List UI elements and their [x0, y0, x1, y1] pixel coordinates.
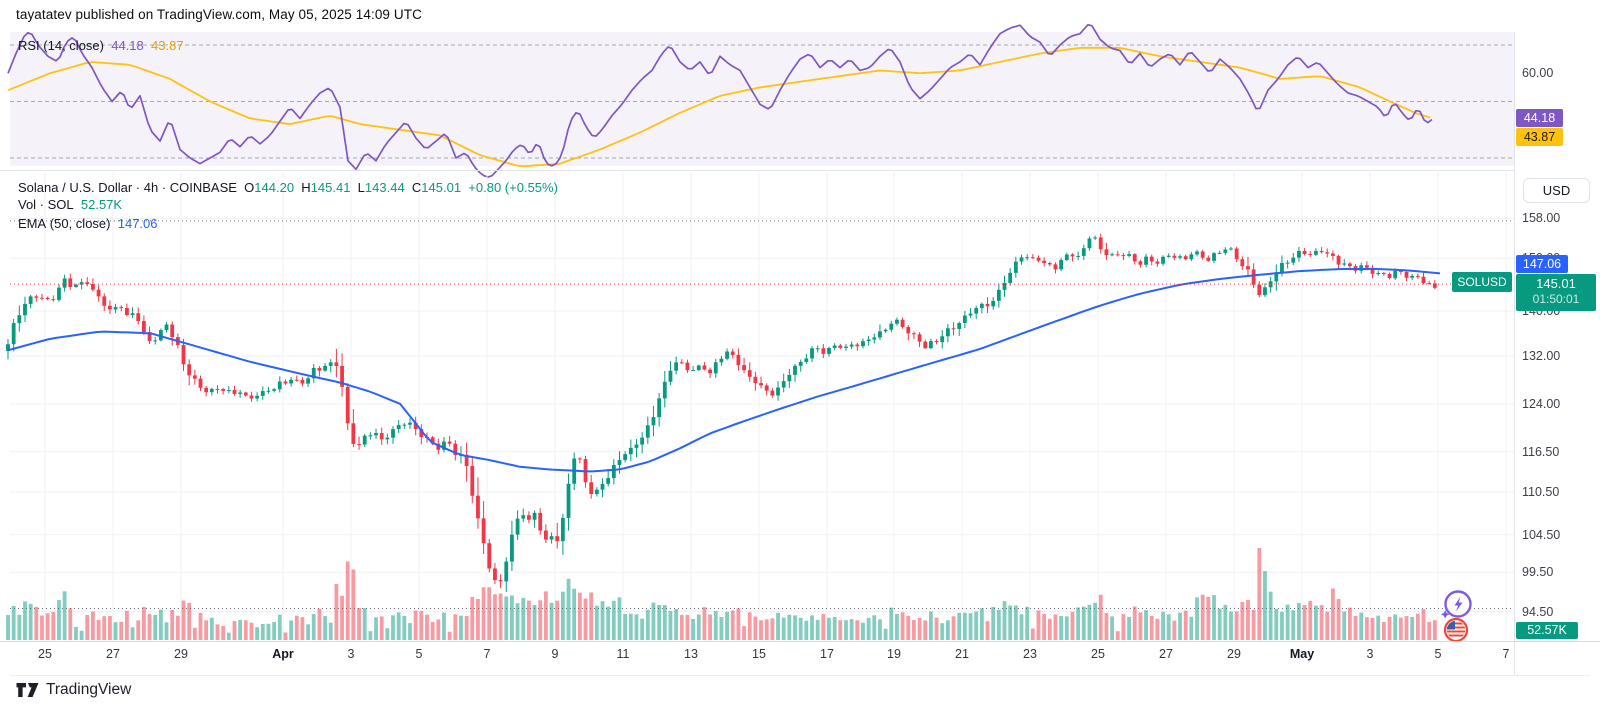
- time-axis-label: 3: [347, 647, 355, 661]
- candlestick-series: [6, 233, 1437, 593]
- rsi-pane[interactable]: [7, 23, 1514, 178]
- bar-countdown: 01:50:01: [1532, 292, 1580, 306]
- price-scale-label: 116.50: [1522, 444, 1560, 459]
- event-markers: [1441, 588, 1477, 646]
- tradingview-wordmark: TradingView: [46, 681, 132, 698]
- time-axis-label: 27: [1159, 647, 1173, 661]
- time-axis-label: 11: [616, 647, 630, 661]
- time-axis-label: 25: [1091, 647, 1105, 661]
- price-scale-border: [1514, 32, 1515, 675]
- last-price-value: 145.01: [1536, 276, 1576, 291]
- tradingview-logo-icon: [16, 683, 39, 697]
- symbol-title: Solana / U.S. Dollar · 4h · COINBASE: [18, 180, 237, 195]
- rsi-legend-params: (14, close): [43, 38, 104, 53]
- rsi-ma-value-badge: 43.87: [1516, 128, 1563, 146]
- time-axis-label: 19: [887, 647, 901, 661]
- pane-separator[interactable]: [0, 170, 1514, 171]
- high-label: H: [301, 180, 311, 195]
- open-label: O: [244, 180, 255, 195]
- change-value: +0.80 (+0.55%): [468, 180, 558, 195]
- time-axis-label: 7: [483, 647, 491, 661]
- currency-unit-button[interactable]: USD: [1523, 178, 1590, 203]
- price-scale-label: 132.00: [1522, 349, 1561, 363]
- time-axis-label: 5: [1434, 647, 1442, 661]
- published-header: tayatatev published on TradingView.com, …: [16, 7, 422, 22]
- price-scale-label: 99.50: [1522, 565, 1554, 580]
- ema-value: 147.06: [117, 216, 158, 231]
- time-axis-label: 9: [551, 647, 559, 661]
- time-axis-label: 29: [1227, 647, 1241, 661]
- chart-bottom-border: [10, 675, 1590, 676]
- tradingview-attribution[interactable]: TradingView: [16, 681, 131, 699]
- rsi-legend-row[interactable]: RSI (14, close) 44.18 43.87: [18, 38, 184, 53]
- time-axis-label: 15: [752, 647, 766, 661]
- price-scale-label: 158.00: [1522, 211, 1561, 226]
- time-axis-label: 21: [955, 647, 969, 661]
- lightning-event-icon[interactable]: [1441, 590, 1472, 619]
- volume-value: 52.57K: [80, 197, 123, 212]
- open-value: 144.20: [254, 180, 295, 195]
- time-axis-label: 25: [38, 647, 52, 661]
- time-axis-label: 5: [415, 647, 423, 661]
- time-axis-label: 27: [106, 647, 120, 661]
- time-axis-label: 29: [174, 647, 188, 661]
- rsi-value-badge: 44.18: [1516, 109, 1563, 127]
- rsi-chart-canvas[interactable]: [7, 23, 1514, 178]
- close-value: 145.01: [421, 180, 462, 195]
- time-axis-label: Apr: [272, 647, 294, 661]
- ema-params: (50, close): [49, 216, 111, 231]
- rsi-ma-legend-value: 43.87: [151, 38, 184, 53]
- low-value: 143.44: [364, 180, 405, 195]
- close-label: C: [411, 180, 422, 195]
- volume-scale-badge: 52.57K: [1516, 622, 1578, 639]
- price-scale-label: 124.00: [1522, 396, 1561, 411]
- price-pane[interactable]: [6, 170, 1514, 641]
- ema-title: EMA: [18, 216, 47, 231]
- symbol-legend-row[interactable]: Solana / U.S. Dollar · 4h · COINBASE O14…: [18, 180, 558, 195]
- price-chart-canvas[interactable]: [6, 170, 1514, 641]
- us-flag-event-icon[interactable]: [1443, 617, 1469, 643]
- rsi-legend-title: RSI: [18, 38, 40, 53]
- time-axis-border: [0, 641, 1600, 642]
- symbol-price-tag: SOLUSD: [1452, 272, 1512, 292]
- high-value: 145.41: [310, 180, 351, 195]
- price-scale-label: 110.50: [1522, 485, 1560, 500]
- rsi-legend-value: 44.18: [111, 38, 144, 53]
- time-axis-label: 17: [820, 647, 834, 661]
- time-axis-label: 3: [1366, 647, 1374, 661]
- ema-line: [7, 268, 1441, 473]
- ema-legend-row[interactable]: EMA (50, close) 147.06: [18, 216, 158, 231]
- time-axis-label: May: [1289, 647, 1315, 661]
- price-scale-label: 94.50: [1522, 604, 1554, 619]
- volume-title: Vol · SOL: [18, 197, 74, 212]
- price-scale-label: 104.50: [1522, 527, 1561, 542]
- rsi-scale-label[interactable]: 60.00: [1522, 66, 1554, 80]
- last-price-badge: 145.01 01:50:01: [1516, 274, 1596, 311]
- volume-series: [6, 547, 1437, 640]
- ema-price-badge: 147.06: [1516, 255, 1568, 273]
- time-axis-label: 23: [1023, 647, 1037, 661]
- time-axis-label: 7: [1502, 647, 1510, 661]
- low-label: L: [357, 180, 365, 195]
- volume-legend-row[interactable]: Vol · SOL 52.57K: [18, 197, 122, 212]
- time-axis-label: 13: [684, 647, 698, 661]
